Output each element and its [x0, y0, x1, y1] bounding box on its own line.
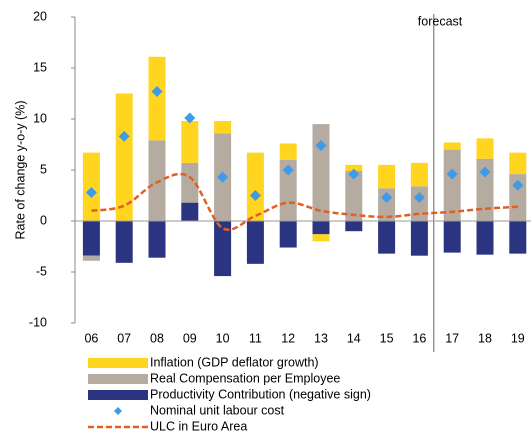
legend-swatch: [88, 374, 148, 384]
bar: [443, 142, 461, 150]
bar: [345, 221, 363, 232]
bar: [279, 159, 297, 221]
bar: [345, 164, 363, 172]
bar: [214, 221, 232, 277]
x-tick-label: 17: [445, 331, 459, 345]
marker: [118, 130, 130, 142]
legend-label: Productivity Contribution (negative sign…: [150, 387, 371, 401]
bar: [410, 221, 428, 256]
legend-swatch: [88, 390, 148, 400]
legend-swatch: [88, 358, 148, 368]
bar: [82, 255, 100, 261]
marker: [184, 112, 196, 124]
legend-swatch: [114, 407, 122, 415]
y-tick-label: 5: [40, 162, 47, 176]
x-tick-label: 12: [281, 331, 295, 345]
marker: [282, 164, 294, 176]
x-tick-label: 10: [216, 331, 230, 345]
y-tick-label: 20: [33, 9, 47, 23]
bar: [214, 121, 232, 134]
legend-label: Inflation (GDP deflator growth): [150, 355, 319, 369]
bar: [181, 162, 199, 203]
x-tick-label: 18: [478, 331, 492, 345]
bar: [246, 152, 264, 221]
bar: [443, 149, 461, 221]
bar: [476, 221, 494, 255]
bar: [279, 143, 297, 160]
y-tick-label: 10: [33, 111, 47, 125]
marker: [85, 186, 97, 198]
marker: [381, 192, 393, 204]
x-tick-label: 08: [150, 331, 164, 345]
marker: [315, 140, 327, 152]
bar: [82, 152, 100, 221]
x-tick-label: 19: [511, 331, 525, 345]
legend-label: ULC in Euro Area: [150, 419, 247, 433]
x-tick-label: 13: [314, 331, 328, 345]
bar: [279, 221, 297, 248]
bar: [509, 221, 527, 254]
marker: [413, 192, 425, 204]
bar: [181, 121, 199, 163]
bar: [410, 186, 428, 221]
bar: [115, 221, 133, 263]
bar: [476, 158, 494, 221]
x-tick-label: 16: [412, 331, 426, 345]
marker: [151, 85, 163, 97]
x-tick-label: 07: [117, 331, 131, 345]
x-tick-label: 15: [380, 331, 394, 345]
bar: [312, 221, 330, 235]
legend-label: Nominal unit labour cost: [150, 403, 285, 417]
bar: [509, 152, 527, 175]
bar: [312, 124, 330, 221]
bar: [378, 164, 396, 189]
legend-label: Real Compensation per Employee: [150, 371, 340, 385]
marker: [446, 168, 458, 180]
x-tick-label: 11: [249, 331, 262, 345]
bar: [443, 221, 461, 253]
y-axis-label: Rate of change y-o-y (%): [13, 101, 27, 240]
bar: [115, 93, 133, 221]
x-tick-label: 14: [347, 331, 361, 345]
bar: [148, 221, 166, 258]
bar: [246, 221, 264, 264]
marker: [249, 190, 261, 201]
annotation: forecast: [418, 14, 463, 28]
marker: [512, 179, 524, 191]
marker: [348, 168, 360, 180]
y-tick-label: 0: [40, 213, 47, 227]
y-tick-label: 15: [33, 60, 47, 74]
x-tick-label: 09: [183, 331, 197, 345]
marker: [217, 171, 229, 183]
bar: [378, 221, 396, 254]
bar: [181, 202, 199, 221]
marker: [479, 166, 491, 178]
bar: [410, 162, 428, 187]
bar: [148, 140, 166, 221]
bar: [312, 234, 330, 242]
bar: [476, 138, 494, 159]
bar: [345, 171, 363, 221]
line: [91, 172, 518, 231]
bar: [148, 56, 166, 141]
y-tick-label: -5: [36, 264, 47, 278]
x-tick-label: 06: [84, 331, 98, 345]
y-tick-label: -10: [29, 315, 47, 329]
bar: [82, 221, 100, 256]
